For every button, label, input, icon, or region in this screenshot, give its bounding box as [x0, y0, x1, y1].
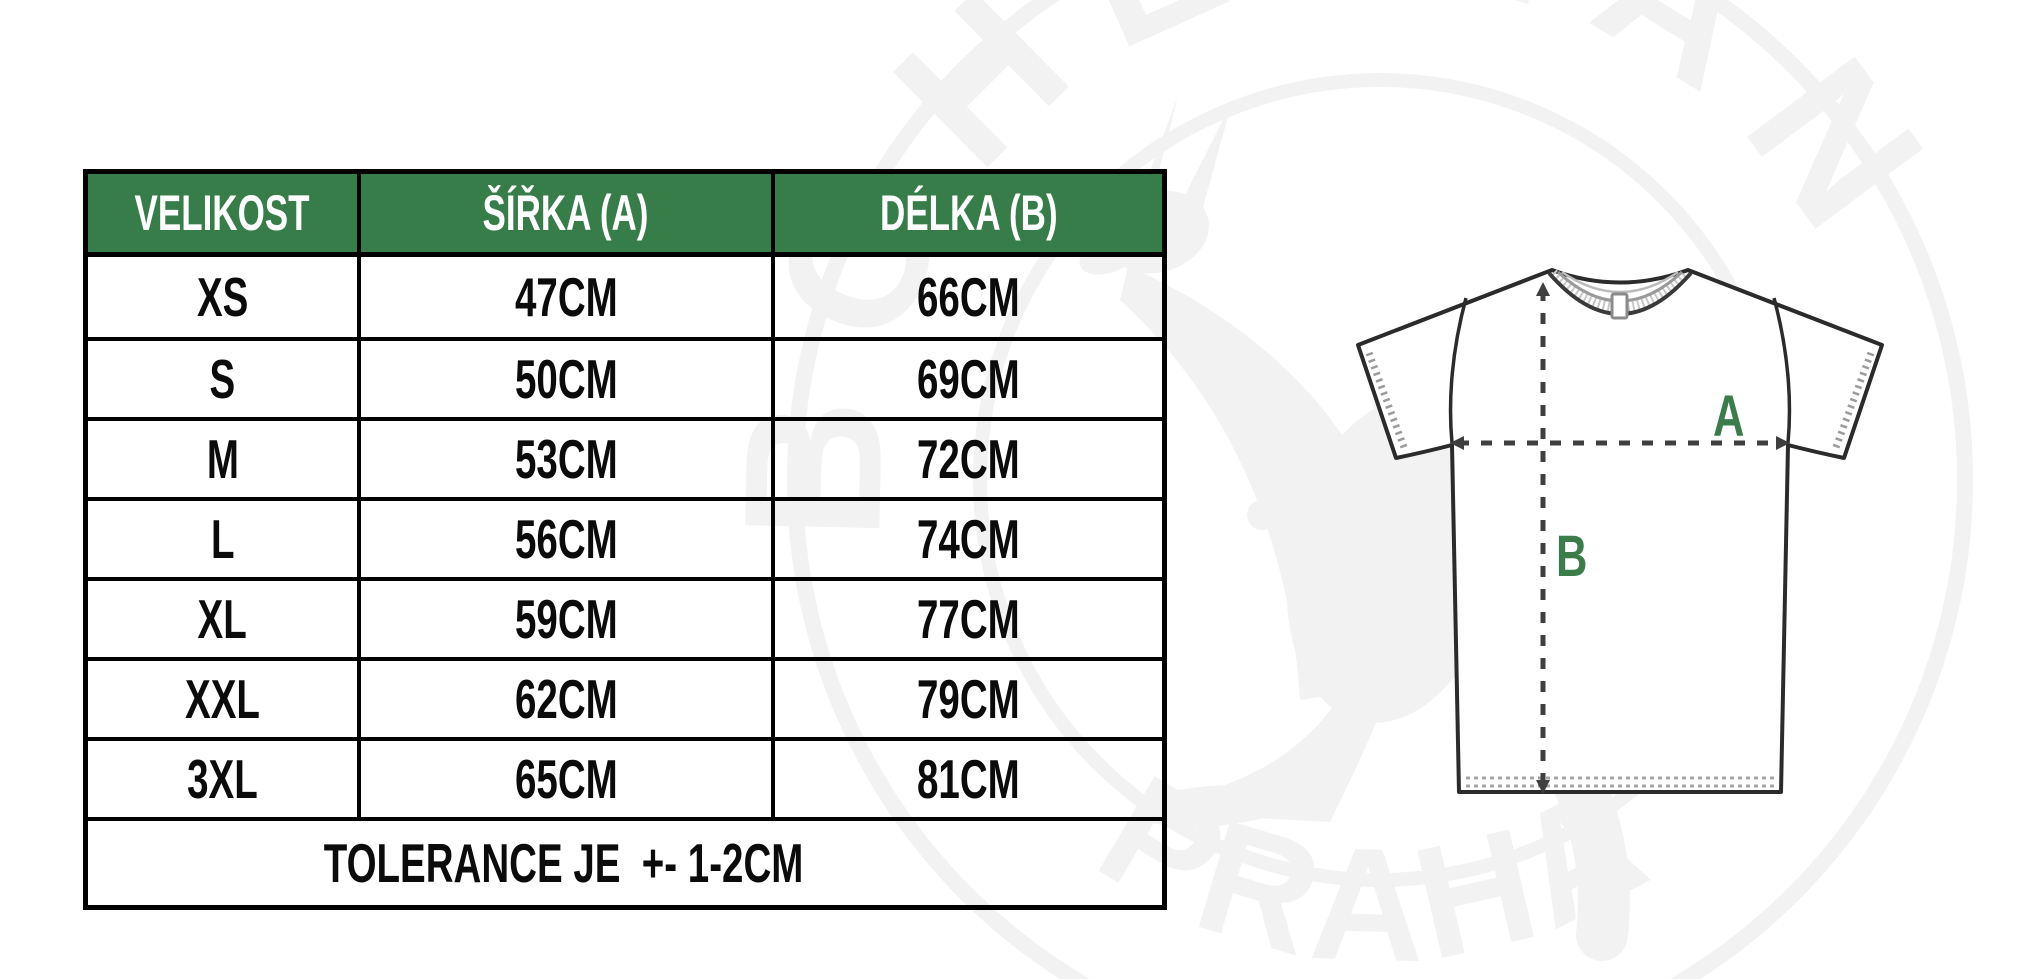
size-cell: S	[88, 337, 357, 417]
size-value: M	[206, 427, 239, 490]
size-value: XS	[196, 265, 249, 328]
length-value: 81CM	[917, 747, 1020, 810]
length-cell: 69CM	[771, 337, 1162, 417]
size-cell: 3XL	[88, 737, 357, 817]
width-value: 53CM	[514, 427, 618, 490]
width-cell: 56CM	[357, 497, 771, 577]
length-cell: 77CM	[771, 577, 1162, 657]
length-cell: 74CM	[771, 497, 1162, 577]
column-header-label: ŠÍŘKA (A)	[483, 185, 649, 241]
length-value: 69CM	[917, 347, 1020, 410]
width-value: 65CM	[514, 747, 618, 810]
width-value: 62CM	[514, 667, 618, 730]
collar-inner-arc	[1561, 270, 1679, 294]
size-cell: M	[88, 417, 357, 497]
size-value: XXL	[185, 667, 260, 730]
width-value: 47CM	[514, 265, 618, 328]
length-cell: 66CM	[771, 257, 1162, 337]
collar-rib-texture	[1549, 269, 1691, 313]
column-header-label: DÉLKA (B)	[879, 185, 1058, 241]
length-cell: 79CM	[771, 657, 1162, 737]
width-cell: 62CM	[357, 657, 771, 737]
left-sleeve-hatch	[1365, 351, 1409, 452]
tshirt-outline	[1356, 268, 1884, 794]
column-header-size: VELIKOST	[88, 174, 357, 257]
tolerance-note: TOLERANCE JE +- 1-2CM	[324, 831, 804, 894]
width-cell: 47CM	[357, 257, 771, 337]
width-value: 59CM	[514, 587, 618, 650]
tolerance-note-wrap: TOLERANCE JE +- 1-2CM	[324, 835, 804, 891]
left-armhole-seam	[1448, 297, 1468, 444]
width-cell: 50CM	[357, 337, 771, 417]
tshirt-diagram: A B	[1356, 268, 1884, 794]
size-value: XL	[197, 587, 248, 650]
length-value: 77CM	[917, 587, 1020, 650]
measure-arrowheads	[1450, 282, 1790, 794]
width-cell: 59CM	[357, 577, 771, 657]
size-cell: XL	[88, 577, 357, 657]
measure-label-b: B	[1556, 524, 1587, 588]
column-header-length: DÉLKA (B)	[771, 174, 1162, 257]
length-value: 66CM	[917, 265, 1020, 328]
column-header-label: VELIKOST	[134, 185, 311, 241]
watermark-outer-ring	[787, 0, 1973, 979]
measure-label-a: A	[1713, 384, 1744, 448]
length-value: 72CM	[917, 427, 1020, 490]
size-value: S	[209, 347, 236, 410]
width-cell: 53CM	[357, 417, 771, 497]
length-value: 79CM	[917, 667, 1020, 730]
tolerance-row: TOLERANCE JE +- 1-2CM	[88, 817, 1162, 905]
width-value: 50CM	[514, 347, 618, 410]
size-cell: XXL	[88, 657, 357, 737]
size-value: L	[210, 507, 235, 570]
width-cell: 65CM	[357, 737, 771, 817]
size-value: 3XL	[187, 747, 258, 810]
length-value: 74CM	[917, 507, 1020, 570]
length-cell: 81CM	[771, 737, 1162, 817]
column-header-width: ŠÍŘKA (A)	[357, 174, 771, 257]
size-cell: L	[88, 497, 357, 577]
length-cell: 72CM	[771, 417, 1162, 497]
width-value: 56CM	[514, 507, 618, 570]
size-table: VELIKOST ŠÍŘKA (A) DÉLKA (B) XS 47CM 66C…	[83, 169, 1167, 910]
collar-tag	[1610, 292, 1629, 320]
size-cell: XS	[88, 257, 357, 337]
right-armhole-seam	[1772, 297, 1792, 444]
right-sleeve-hatch	[1831, 351, 1875, 452]
